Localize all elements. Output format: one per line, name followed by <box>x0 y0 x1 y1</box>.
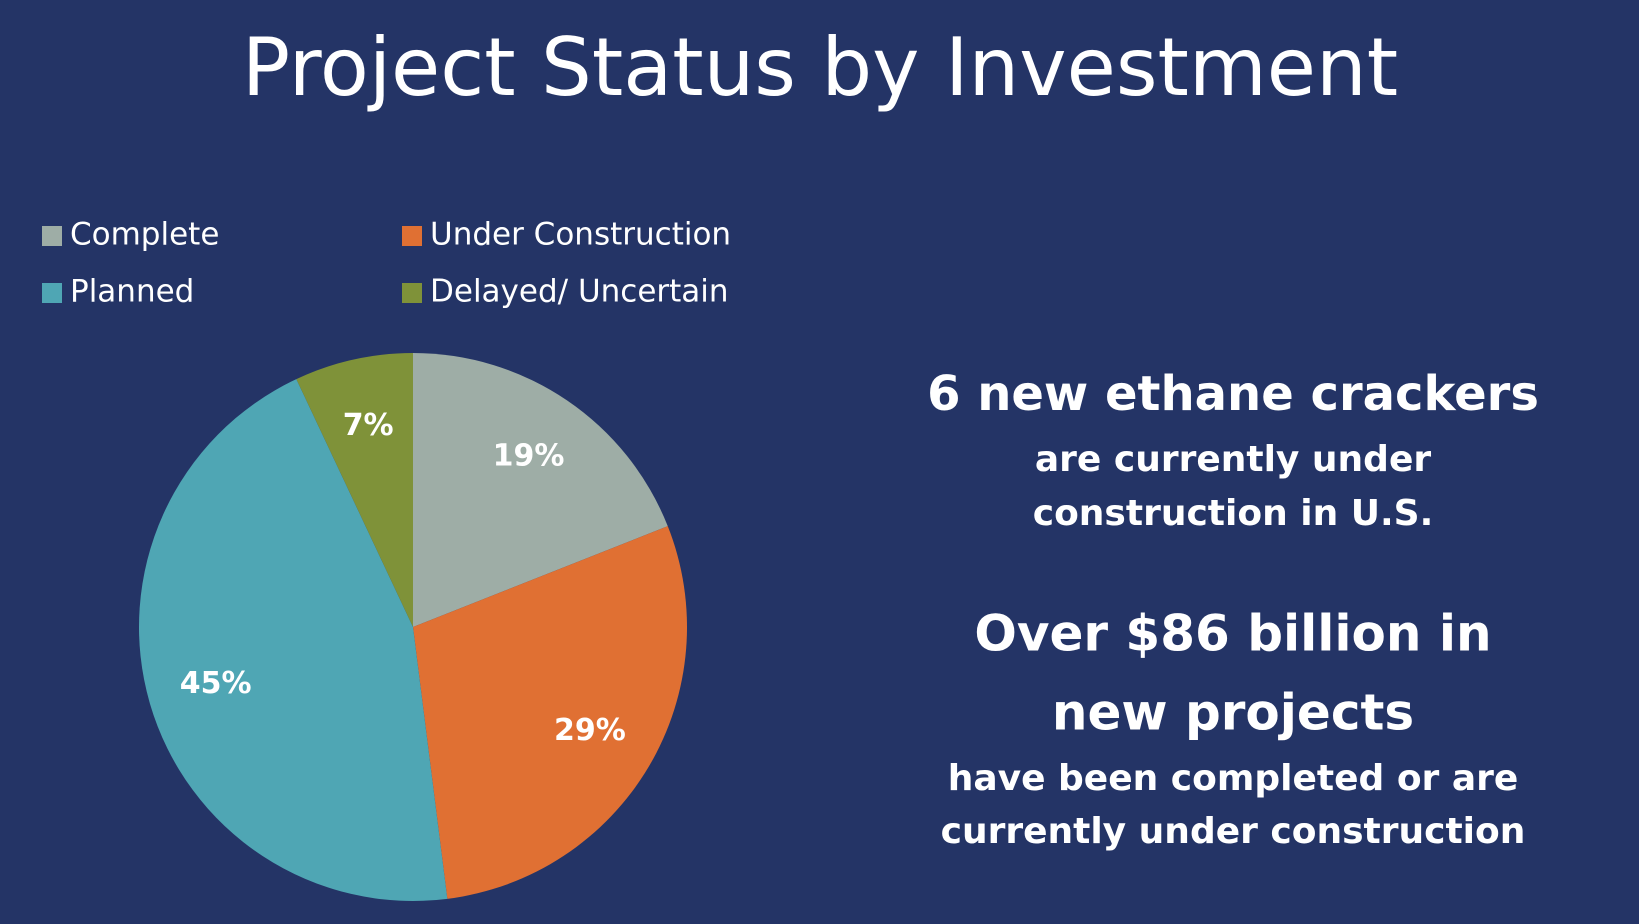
legend-label: Planned <box>70 274 194 310</box>
pie-slice <box>139 379 448 901</box>
annotation: construction in U.S. <box>1033 493 1434 534</box>
legend-label: Delayed/ Uncertain <box>430 274 729 310</box>
annotation: currently under construction <box>941 811 1526 852</box>
value-label: 45% <box>180 666 252 701</box>
annotation: Over $86 billion in <box>974 605 1491 663</box>
legend-swatch <box>402 283 422 303</box>
pie-slice <box>413 353 668 627</box>
annotation: have been completed or are <box>948 758 1519 799</box>
pie-slice <box>413 526 687 899</box>
value-label: 19% <box>493 439 565 474</box>
value-label: 7% <box>343 408 394 443</box>
legend-label: Complete <box>70 217 219 253</box>
annotation: 6 new ethane crackers <box>927 366 1539 422</box>
legend-swatch <box>42 226 62 246</box>
pie-slice <box>296 353 413 627</box>
value-label: 29% <box>554 713 626 748</box>
annotation: are currently under <box>1035 439 1432 480</box>
legend-swatch <box>402 226 422 246</box>
legend-label: Under Construction <box>430 217 731 253</box>
legend-swatch <box>42 283 62 303</box>
chart-title: Project Status by Investment <box>242 21 1398 114</box>
annotation: new projects <box>1052 684 1414 742</box>
